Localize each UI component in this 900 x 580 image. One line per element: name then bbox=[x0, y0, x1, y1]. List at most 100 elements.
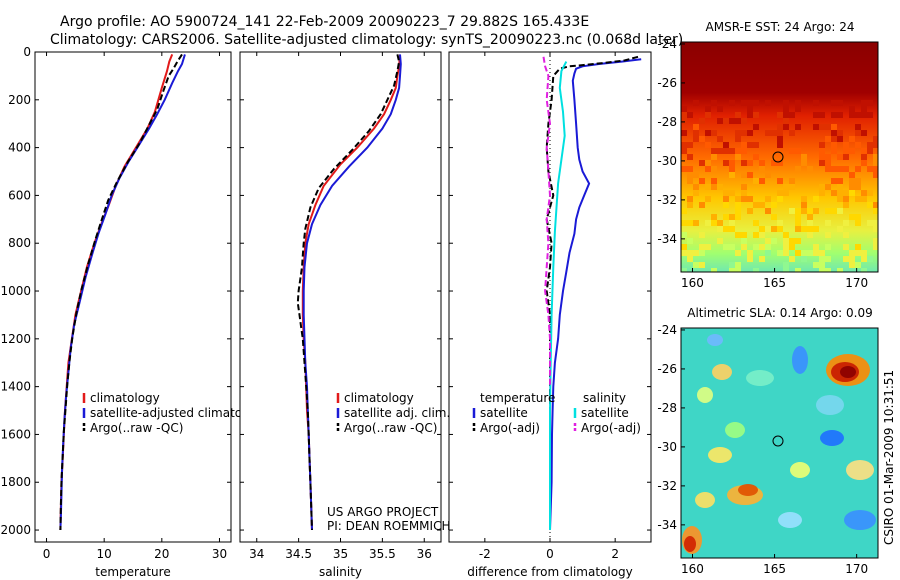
sst-pixel bbox=[825, 220, 831, 226]
sst-pixel bbox=[687, 142, 693, 148]
sst-pixel bbox=[771, 130, 777, 136]
sst-pixel bbox=[741, 148, 747, 154]
sst-pixel bbox=[855, 196, 861, 202]
difference-profile-panel: -2 0 2 difference from climatology temperatu… bbox=[448, 51, 652, 579]
sst-pixel bbox=[717, 136, 723, 142]
sst_map-xtick-label: 170 bbox=[845, 276, 868, 290]
sla-anomaly-blob bbox=[792, 346, 808, 374]
sst-pixel bbox=[753, 142, 759, 148]
sst-pixel bbox=[873, 136, 878, 142]
sst-pixel bbox=[843, 154, 849, 160]
sst-pixel bbox=[855, 220, 861, 226]
sst-pixel bbox=[867, 202, 873, 208]
sst-pixel bbox=[843, 244, 849, 250]
sst-pixel bbox=[843, 202, 849, 208]
sst-pixel bbox=[819, 148, 825, 154]
sst-pixel bbox=[867, 142, 873, 148]
sst-pixel bbox=[795, 226, 801, 232]
sst-pixel bbox=[795, 166, 801, 172]
sst-pixel bbox=[837, 178, 843, 184]
sst-pixel bbox=[723, 244, 729, 250]
sst-pixel bbox=[795, 208, 801, 214]
sst-pixel bbox=[705, 130, 711, 136]
sst-pixel bbox=[801, 226, 807, 232]
sst-pixel bbox=[819, 256, 825, 262]
sst-pixel bbox=[801, 196, 807, 202]
sst-pixel bbox=[693, 220, 699, 226]
sst-pixel bbox=[723, 226, 729, 232]
sst-pixel bbox=[699, 244, 705, 250]
sla-anomaly-blob bbox=[712, 364, 732, 380]
sst-pixel bbox=[819, 262, 825, 268]
sla_map-ytick-label: -28 bbox=[657, 401, 677, 415]
sst-pixel bbox=[861, 196, 867, 202]
sst-pixel bbox=[861, 250, 867, 256]
sst-pixel bbox=[705, 160, 711, 166]
project-label: US ARGO PROJECT bbox=[327, 505, 439, 519]
sst-pixel bbox=[783, 232, 789, 238]
sst-pixel bbox=[717, 220, 723, 226]
salinity-legend-2-label: Argo(..raw -QC) bbox=[344, 421, 437, 435]
sst-pixel bbox=[831, 136, 837, 142]
sst-pixel bbox=[705, 196, 711, 202]
sst-pixel bbox=[801, 154, 807, 160]
salinity-profile-panel: 34 34.5 35 35.5 36 salinity climatologysatelli… bbox=[239, 51, 450, 579]
temperature-xtick-label: 30 bbox=[212, 547, 227, 561]
sst-pixel bbox=[723, 202, 729, 208]
sst-pixel bbox=[825, 244, 831, 250]
sst-pixel bbox=[705, 112, 711, 118]
sst-pixel bbox=[849, 184, 855, 190]
sst-pixel bbox=[741, 118, 747, 124]
sst-pixel bbox=[789, 256, 795, 262]
legend-header-temperature: temperature bbox=[480, 391, 555, 405]
sst-pixel bbox=[699, 178, 705, 184]
sst-pixel bbox=[735, 208, 741, 214]
sst-pixel bbox=[693, 184, 699, 190]
sst-pixel bbox=[681, 106, 687, 112]
sst-pixel bbox=[789, 184, 795, 190]
timestamp-label: CSIRO 01-Mar-2009 10:31:51 bbox=[882, 370, 896, 545]
sla_map-ytick-label: -26 bbox=[657, 362, 677, 376]
sst-pixel bbox=[849, 136, 855, 142]
sst-pixel bbox=[711, 214, 717, 220]
sst-pixel bbox=[747, 100, 753, 106]
salinity-series-argo-raw-qc- bbox=[296, 54, 401, 531]
sst-pixel bbox=[825, 232, 831, 238]
sst-pixel bbox=[717, 106, 723, 112]
sst-pixel bbox=[795, 124, 801, 130]
sst-pixel bbox=[693, 124, 699, 130]
sst-pixel bbox=[747, 160, 753, 166]
sst-pixel bbox=[789, 238, 795, 244]
temperature-xtick-label: 0 bbox=[43, 547, 51, 561]
sst-pixel bbox=[747, 196, 753, 202]
sla_map-ytick-label: -34 bbox=[657, 518, 677, 532]
sst-pixel bbox=[717, 118, 723, 124]
salinity-xtick-label: 35.5 bbox=[369, 547, 396, 561]
sst_map-ytick-label: -28 bbox=[657, 115, 677, 129]
sst-pixel bbox=[855, 262, 861, 268]
sst-pixel bbox=[771, 226, 777, 232]
sst-pixel bbox=[849, 256, 855, 262]
sst-pixel bbox=[741, 244, 747, 250]
sst-pixel bbox=[819, 142, 825, 148]
sst-pixel bbox=[681, 142, 687, 148]
sst-pixel bbox=[735, 250, 741, 256]
sst-pixel bbox=[825, 268, 831, 272]
sst-pixel bbox=[831, 100, 837, 106]
sst-pixel bbox=[789, 130, 795, 136]
sst-pixel bbox=[747, 250, 753, 256]
sst-pixel bbox=[873, 160, 878, 166]
sst-pixel bbox=[687, 256, 693, 262]
depth-tick-label: 1400 bbox=[0, 380, 31, 394]
sst-pixel bbox=[819, 154, 825, 160]
sst-pixel bbox=[825, 154, 831, 160]
sst-pixel bbox=[723, 118, 729, 124]
sst-pixel bbox=[765, 244, 771, 250]
difference-legend-sal-satellite-label: satellite bbox=[581, 406, 629, 420]
sst-pixel bbox=[747, 130, 753, 136]
sst-pixel bbox=[831, 208, 837, 214]
sst-pixel bbox=[681, 148, 687, 154]
sst-pixel bbox=[777, 160, 783, 166]
sst-pixel bbox=[711, 148, 717, 154]
